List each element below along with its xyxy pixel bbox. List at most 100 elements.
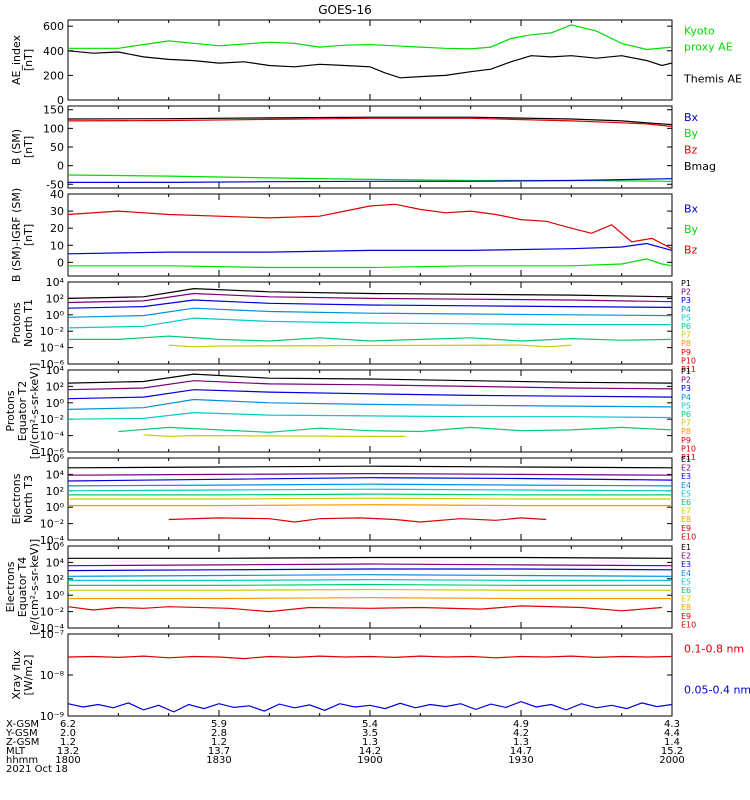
panel-7-series-e8 [68,597,672,600]
panel-1-legend-label: proxy AE [684,40,733,53]
panel-8-ytick-label: 10⁻⁷ [40,628,64,641]
panel-1-series-kyoto-proxy-ae [68,24,673,51]
panel-1-ylabel: AE_index [10,34,23,85]
panel-7-series-e3 [67,568,673,572]
xaxis-tick-value: 1930 [508,755,533,766]
panel-2-ytick-label: 150 [43,104,64,117]
panel-7-series-e2 [67,563,673,567]
panel-2-ylabel: B (SM) [10,129,23,165]
panel-8-ylabel: [W/m2] [22,655,35,696]
panel-3-ytick-label: 20 [50,222,64,235]
xaxis-tick-value: 5.9 [211,719,227,730]
panel-6-ylabel: Electrons [10,473,23,524]
panel-4-legend-label: P11 [681,365,696,374]
panel-4-series-p2 [67,292,673,304]
panel-4-legend-label: P10 [681,356,696,365]
panel-8-ylabel: Xray flux [10,650,23,700]
panel-7-legend-label: E7 [681,595,691,604]
panel-6-legend-label: E9 [681,524,691,533]
panel-4-series-p4 [67,307,673,318]
panel-7-series-e9 [67,605,662,613]
xaxis-tick-value: 4.9 [513,719,529,730]
panel-4-ytick-label: 10⁰ [46,309,65,322]
panel-5-ytick-label: 10² [46,380,64,393]
panel-5-ytick-label: 10⁴ [46,364,65,377]
panel-3-ylabel: B (SM)-IGRF (SM) [10,188,23,282]
panel-6-ytick-label: 10⁻⁴ [40,534,65,547]
panel-7-ytick-label: 10⁻⁴ [40,622,65,635]
panel-7-ytick-label: 10⁻² [40,606,64,619]
panel-5-series-p5 [67,411,673,420]
panel-2-ytick-label: 0 [57,160,64,173]
panel-6-legend-label: E8 [681,515,691,524]
panel-6-series-e3 [67,477,673,482]
panel-7-ytick-label: 10² [46,573,64,586]
panel-6-series-e4 [67,483,673,487]
xaxis-tick-value: 13.2 [57,746,79,757]
panel-4-legend-label: P9 [681,348,691,357]
xaxis-row-label: 2021 Oct 18 [6,764,68,775]
xaxis-tick-value: 14.7 [510,746,532,757]
panel-4-legend-label: P3 [681,296,691,305]
panel-4-series-p1 [67,287,673,299]
xaxis-tick-value: 1.2 [211,737,227,748]
panel-6-legend-label: E6 [681,498,691,507]
panel-5-legend-label: P11 [681,453,696,462]
panel-5-legend-label: P8 [681,427,691,436]
xaxis-tick-value: 4.2 [513,728,529,739]
panel-2-ytick-label: -50 [46,178,64,191]
panel-7-series-e5 [68,578,672,582]
panel-8-ytick-label: 10⁻⁹ [40,710,64,723]
panel-2-legend-label: Bx [684,111,699,124]
panel-5-legend-label: P6 [681,410,691,419]
panel-5-series-p1 [67,373,673,384]
xaxis-row-label: hhmm [6,755,38,766]
panel-7-ytick-label: 10⁴ [46,556,65,569]
xaxis-tick-value: 1830 [206,755,231,766]
panel-3-ytick-label: 0 [57,256,64,269]
panel-3-ytick-label: 10 [50,239,64,252]
panel-3-legend-label: Bx [684,202,699,215]
xaxis-tick-value: 1800 [55,755,80,766]
panel-1-ylabel: [nT] [22,49,35,71]
panel-1-ytick-label: 200 [43,69,64,82]
panel-4-ytick-label: 10⁻⁶ [40,358,65,371]
panel-7-ylabel: Electrons [4,561,17,612]
panel-1-legend-label: Themis AE [683,72,742,85]
xaxis-tick-value: 1.3 [513,737,529,748]
panel-3-series-bz [67,203,673,250]
panel-6-legend-label: E5 [681,489,691,498]
panel-7-legend-label: E3 [681,560,691,569]
panel-4-ytick-label: 10⁴ [46,276,65,289]
panel-6-ytick-label: 10² [46,485,64,498]
panel-5-legend-label: P7 [681,419,691,428]
panel-7-series-e1 [68,556,673,559]
panel-3-ytick-label: 30 [50,205,64,218]
panel-4-legend-label: P1 [681,279,691,288]
xaxis-tick-value: 4.4 [664,728,680,739]
xaxis-tick-value: 5.4 [362,719,378,730]
panel-3-legend-label: By [684,223,699,236]
panel-5-ylabel: Protons [4,390,17,431]
panel-6-series-e1 [67,465,673,469]
panel-4-ytick-label: 10⁻⁴ [40,342,65,355]
xaxis-tick-value: 15.2 [661,746,683,757]
panel-7-legend-label: E8 [681,603,691,612]
xaxis-tick-value: 6.2 [60,719,76,730]
panel-4-ylabel: North T1 [22,299,35,347]
panel-6-legend-label: E10 [681,532,696,541]
panel-6-legend-label: E7 [681,507,691,516]
panel-6-ylabel: North T3 [22,475,35,523]
panel-7-legend-label: E4 [681,569,691,578]
panel-7-legend-label: E6 [681,586,691,595]
panel-5-ylabel: [p/(cm²-s-sr-keV)] [28,363,41,460]
panel-7-ylabel: [e/(cm²-s-sr-keV)] [28,539,41,635]
panel-4-legend-label: P6 [681,322,691,331]
panel-1-ytick-label: 400 [43,45,64,58]
panel-2-ytick-label: 100 [43,122,64,135]
panel-7-legend-label: E5 [681,577,691,586]
xaxis-row-label: Y-GSM [5,728,38,739]
panel-7-legend-label: E10 [681,620,696,629]
panel-6-series-e7 [68,497,672,500]
